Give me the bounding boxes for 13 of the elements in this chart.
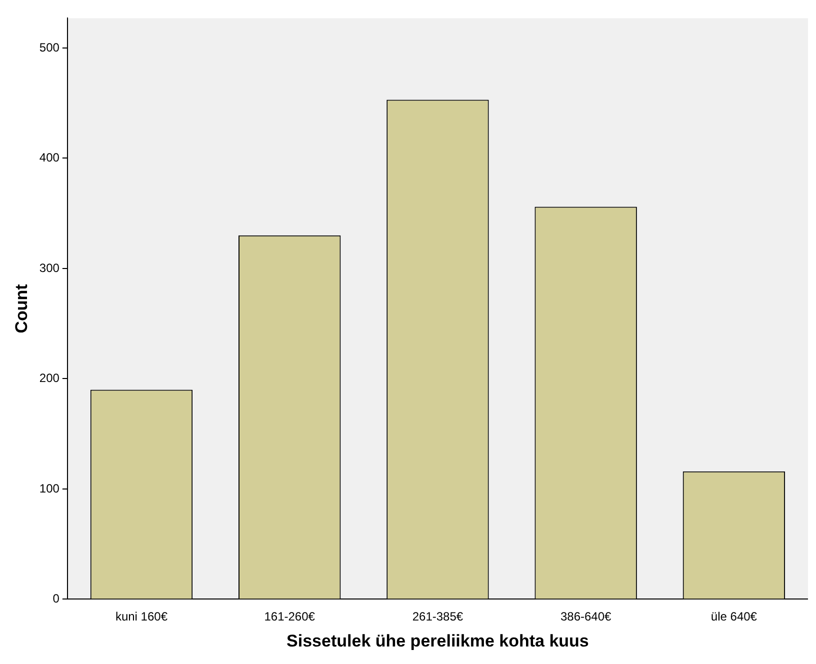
- y-axis-title: Count: [12, 284, 31, 334]
- y-tick-label: 500: [39, 40, 60, 54]
- x-tick-label: 261-385€: [412, 610, 464, 624]
- y-tick-label: 100: [39, 481, 60, 496]
- x-tick-label: 386-640€: [560, 610, 612, 624]
- y-tick-label: 200: [39, 371, 60, 386]
- y-tick-label: 300: [39, 260, 60, 275]
- x-axis-title: Sissetulek ühe pereliikme kohta kuus: [286, 631, 589, 650]
- x-tick-label: kuni 160€: [115, 610, 168, 624]
- y-tick-label: 0: [52, 592, 60, 606]
- x-tick-label: 161-260€: [264, 610, 316, 624]
- x-tick-label: üle 640€: [710, 610, 758, 624]
- y-tick-label: 400: [39, 150, 60, 165]
